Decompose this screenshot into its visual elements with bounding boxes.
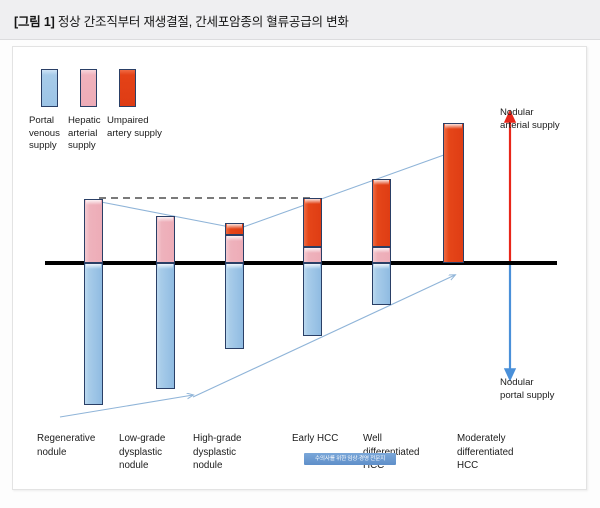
- legend-label-hepatic: Hepatic arterial supply: [68, 115, 101, 152]
- plot-area: Regenerative nodule Low-grade dysplastic…: [13, 47, 588, 491]
- bar-welldiff-portal: [372, 263, 391, 305]
- bar-moderatelydiff-unpaired: [443, 123, 464, 263]
- legend-label-portal: Portal venous supply: [29, 115, 60, 152]
- category-label-earlyhcc: Early HCC: [292, 433, 339, 444]
- legend-swatch-hepatic-icon: [80, 69, 97, 107]
- category-label-lowgrade: Low-grade dysplastic nodule: [119, 433, 166, 472]
- figure-caption-bar: [그림 1] 정상 간조직부터 재생결절, 간세포암종의 혈류공급의 변화: [0, 0, 600, 40]
- bar-welldiff-unpaired: [372, 179, 391, 247]
- annotation-nodular-portal-supply: Nodular portal supply: [500, 377, 555, 401]
- bar-lowgrade-portal: [156, 263, 175, 389]
- category-label-moderatelydiff: Moderately differentiated HCC: [457, 433, 514, 472]
- figure-number: [그림 1]: [14, 15, 55, 29]
- bar-earlyhcc-unpaired: [303, 198, 322, 247]
- zero-baseline: [45, 261, 557, 265]
- bar-highgrade-unpaired: [225, 223, 244, 235]
- legend-swatch-unpaired-icon: [119, 69, 136, 107]
- watermark-badge: 수의사를 위한 임상·경영 전문지: [304, 453, 396, 465]
- trend-arrow-ascending-portal-2: [192, 275, 455, 398]
- bar-earlyhcc-portal: [303, 263, 322, 336]
- bar-highgrade-hepatic: [225, 235, 244, 263]
- category-label-regenerative: Regenerative nodule: [37, 433, 96, 458]
- trend-arrow-ascending-portal-1: [59, 395, 193, 418]
- legend-label-unpaired: Umpaired artery supply: [107, 115, 162, 139]
- annotation-overlay: [59, 109, 517, 418]
- bar-welldiff-hepatic: [372, 247, 391, 263]
- bar-regenerative-hepatic: [84, 199, 103, 263]
- figure-title: 정상 간조직부터 재생결절, 간세포암종의 혈류공급의 변화: [57, 15, 349, 29]
- figure-caption: [그림 1] 정상 간조직부터 재생결절, 간세포암종의 혈류공급의 변화: [14, 11, 349, 30]
- bar-lowgrade-hepatic: [156, 216, 175, 263]
- trend-arrow-ascending-arterial: [234, 151, 455, 231]
- bar-regenerative-portal: [84, 263, 103, 405]
- legend-swatch-portal-icon: [41, 69, 58, 107]
- figure-body: Portal venous supply Hepatic arterial su…: [12, 46, 587, 490]
- category-label-highgrade: High-grade dysplastic nodule: [193, 433, 242, 472]
- bar-highgrade-portal: [225, 263, 244, 349]
- bar-earlyhcc-hepatic: [303, 247, 322, 263]
- trend-arrow-descending: [100, 201, 235, 228]
- category-label-welldiff: Well differentiated HCC: [363, 433, 419, 472]
- annotation-nodular-arterial-supply: Nodular arterial supply: [500, 107, 560, 131]
